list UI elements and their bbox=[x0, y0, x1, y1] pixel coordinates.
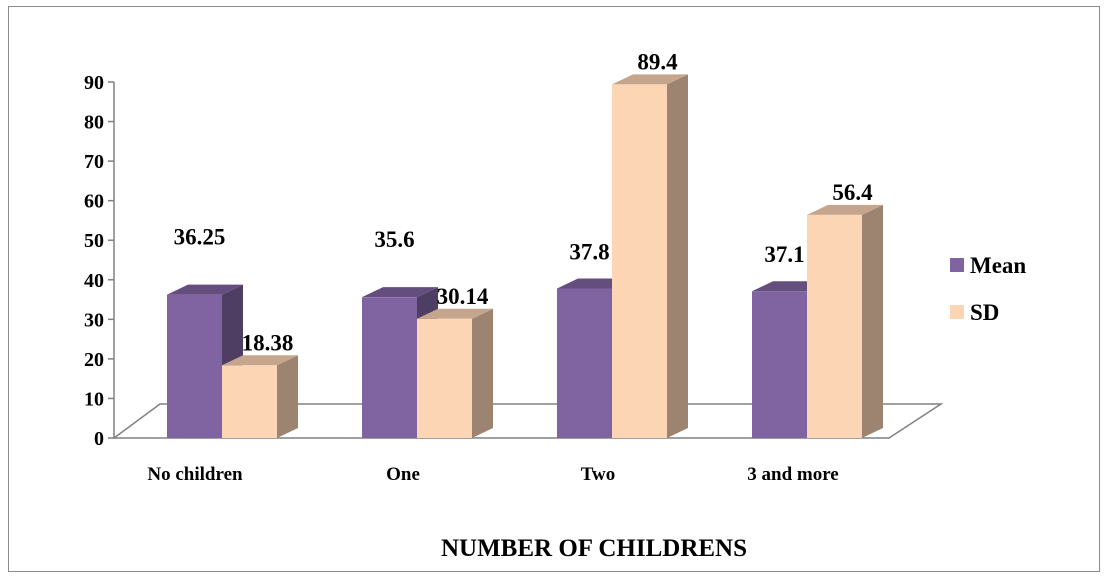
bar-front bbox=[752, 291, 807, 438]
bar-front bbox=[612, 84, 667, 438]
data-label: 30.14 bbox=[437, 284, 489, 309]
bar-top bbox=[807, 204, 883, 215]
bar-sd-3 bbox=[807, 204, 883, 438]
y-axis: 0 10 20 30 40 50 60 70 80 90 bbox=[84, 72, 115, 450]
data-label: 35.6 bbox=[374, 227, 414, 252]
y-tick-label: 90 bbox=[84, 72, 104, 94]
legend-label: Mean bbox=[970, 253, 1026, 278]
bar-side bbox=[862, 204, 883, 438]
legend: Mean SD bbox=[950, 253, 1026, 325]
bar-front bbox=[222, 365, 277, 438]
legend-label: SD bbox=[970, 300, 999, 325]
bar-top bbox=[362, 287, 438, 298]
y-tick-label: 10 bbox=[84, 388, 104, 410]
bar-front bbox=[807, 214, 862, 438]
data-label: 18.38 bbox=[242, 330, 294, 355]
data-label: 56.4 bbox=[832, 180, 873, 205]
bar-side bbox=[667, 74, 688, 438]
y-tick-label: 0 bbox=[94, 428, 104, 450]
y-tick-label: 80 bbox=[84, 112, 104, 134]
legend-swatch bbox=[950, 305, 964, 319]
bar-top bbox=[612, 74, 688, 85]
x-axis-title: NUMBER OF CHILDRENS bbox=[441, 535, 747, 562]
x-category-label: No children bbox=[147, 464, 243, 485]
y-tick-label: 30 bbox=[84, 309, 104, 331]
bar-top bbox=[417, 308, 493, 319]
y-tick-label: 70 bbox=[84, 151, 104, 173]
legend-item-mean: Mean bbox=[950, 253, 1026, 278]
bar-front bbox=[167, 294, 222, 438]
bar-sd-2 bbox=[612, 74, 688, 438]
data-labels: 36.25 18.38 35.6 30.14 37.8 89.4 37.1 56.4 bbox=[174, 49, 874, 355]
bar-top bbox=[222, 355, 298, 366]
bar-top bbox=[167, 284, 243, 295]
bar-side bbox=[472, 308, 493, 438]
data-label: 89.4 bbox=[637, 49, 678, 74]
legend-swatch bbox=[950, 258, 964, 272]
bar-sd-0 bbox=[222, 355, 298, 438]
bar-sd-1 bbox=[417, 308, 493, 438]
y-tick-label: 40 bbox=[84, 270, 104, 292]
y-tick-label: 60 bbox=[84, 191, 104, 213]
y-tick-label: 50 bbox=[84, 230, 104, 252]
x-axis-categories: No children One Two 3 and more bbox=[147, 464, 838, 485]
data-label: 36.25 bbox=[174, 225, 226, 250]
bar-front bbox=[417, 318, 472, 438]
x-category-label: One bbox=[386, 464, 420, 485]
legend-item-sd: SD bbox=[950, 300, 999, 325]
bar-series bbox=[167, 74, 883, 438]
bar-front bbox=[362, 297, 417, 438]
x-category-label: Two bbox=[581, 464, 615, 485]
data-label: 37.8 bbox=[569, 239, 609, 264]
data-label: 37.1 bbox=[764, 242, 804, 267]
y-tick-label: 20 bbox=[84, 349, 104, 371]
bar-side bbox=[277, 355, 298, 438]
bar-front bbox=[557, 288, 612, 438]
x-category-label: 3 and more bbox=[747, 464, 838, 485]
